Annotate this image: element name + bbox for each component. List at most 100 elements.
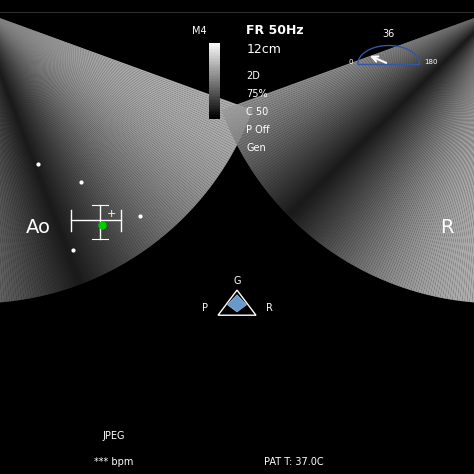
Polygon shape xyxy=(0,9,190,213)
Polygon shape xyxy=(406,9,474,290)
Polygon shape xyxy=(418,9,474,293)
Polygon shape xyxy=(262,9,474,186)
Bar xyxy=(209,67,220,68)
Polygon shape xyxy=(0,9,111,272)
Polygon shape xyxy=(0,9,122,266)
Polygon shape xyxy=(445,9,474,299)
Bar xyxy=(209,53,220,55)
Polygon shape xyxy=(227,9,474,126)
Polygon shape xyxy=(363,9,474,272)
Polygon shape xyxy=(0,9,143,253)
Polygon shape xyxy=(0,9,176,227)
Polygon shape xyxy=(416,9,474,292)
Text: G: G xyxy=(233,275,241,286)
Polygon shape xyxy=(361,9,474,271)
Polygon shape xyxy=(0,9,63,291)
Polygon shape xyxy=(343,9,474,261)
Polygon shape xyxy=(0,9,22,300)
Polygon shape xyxy=(333,9,474,254)
Polygon shape xyxy=(442,9,474,299)
Polygon shape xyxy=(0,9,46,295)
Polygon shape xyxy=(327,9,474,250)
Polygon shape xyxy=(272,9,474,200)
Text: P Off: P Off xyxy=(246,125,270,135)
Polygon shape xyxy=(0,9,187,216)
Bar xyxy=(209,61,220,63)
Polygon shape xyxy=(242,9,474,157)
Text: C 50: C 50 xyxy=(246,107,269,117)
Polygon shape xyxy=(0,9,207,194)
Polygon shape xyxy=(452,9,474,300)
Polygon shape xyxy=(465,9,474,302)
Polygon shape xyxy=(365,9,474,273)
Text: Gen: Gen xyxy=(246,143,266,153)
Polygon shape xyxy=(0,9,178,225)
Polygon shape xyxy=(356,9,474,268)
Polygon shape xyxy=(266,9,474,192)
Polygon shape xyxy=(237,9,474,146)
Polygon shape xyxy=(231,9,474,135)
Bar xyxy=(209,59,220,61)
Polygon shape xyxy=(0,9,34,298)
Bar xyxy=(209,93,220,94)
Polygon shape xyxy=(321,9,474,246)
Polygon shape xyxy=(0,9,240,142)
Bar xyxy=(209,70,220,72)
Polygon shape xyxy=(0,9,253,112)
Polygon shape xyxy=(346,9,474,262)
Polygon shape xyxy=(260,9,474,184)
Polygon shape xyxy=(0,9,102,276)
Text: 2D: 2D xyxy=(246,71,260,81)
Polygon shape xyxy=(0,9,95,279)
Polygon shape xyxy=(0,9,225,168)
Polygon shape xyxy=(287,9,474,216)
Polygon shape xyxy=(0,9,182,221)
Bar xyxy=(209,117,220,118)
Text: JPEG: JPEG xyxy=(102,431,125,441)
Polygon shape xyxy=(255,9,474,178)
Polygon shape xyxy=(224,9,474,119)
Polygon shape xyxy=(0,9,56,293)
Polygon shape xyxy=(0,9,197,205)
Polygon shape xyxy=(0,9,222,172)
Polygon shape xyxy=(395,9,474,285)
Polygon shape xyxy=(0,9,19,301)
Polygon shape xyxy=(0,9,24,300)
Polygon shape xyxy=(433,9,474,297)
Polygon shape xyxy=(307,9,474,235)
Polygon shape xyxy=(0,9,128,262)
Polygon shape xyxy=(317,9,474,243)
Polygon shape xyxy=(374,9,474,277)
Polygon shape xyxy=(0,9,17,301)
Polygon shape xyxy=(0,9,100,277)
Polygon shape xyxy=(0,9,163,238)
Polygon shape xyxy=(221,9,474,303)
Polygon shape xyxy=(385,9,474,282)
Polygon shape xyxy=(0,9,147,250)
Polygon shape xyxy=(244,9,474,159)
Polygon shape xyxy=(0,9,243,135)
Bar xyxy=(209,79,220,81)
Polygon shape xyxy=(0,9,79,285)
Polygon shape xyxy=(0,9,216,182)
Text: PAT T: 37.0C: PAT T: 37.0C xyxy=(264,457,324,467)
Bar xyxy=(209,102,220,103)
Polygon shape xyxy=(239,9,474,151)
Polygon shape xyxy=(0,9,73,288)
Bar xyxy=(209,99,220,100)
Polygon shape xyxy=(0,9,27,300)
Polygon shape xyxy=(0,9,210,190)
Polygon shape xyxy=(331,9,474,253)
Polygon shape xyxy=(0,9,205,196)
Polygon shape xyxy=(0,9,105,275)
Bar xyxy=(209,46,220,47)
Polygon shape xyxy=(0,9,248,124)
Bar xyxy=(209,44,220,46)
Polygon shape xyxy=(0,9,58,292)
Text: 36: 36 xyxy=(383,29,395,39)
Bar xyxy=(209,85,220,87)
Polygon shape xyxy=(245,9,474,162)
Polygon shape xyxy=(0,9,174,228)
Polygon shape xyxy=(0,9,235,151)
Polygon shape xyxy=(267,9,474,194)
